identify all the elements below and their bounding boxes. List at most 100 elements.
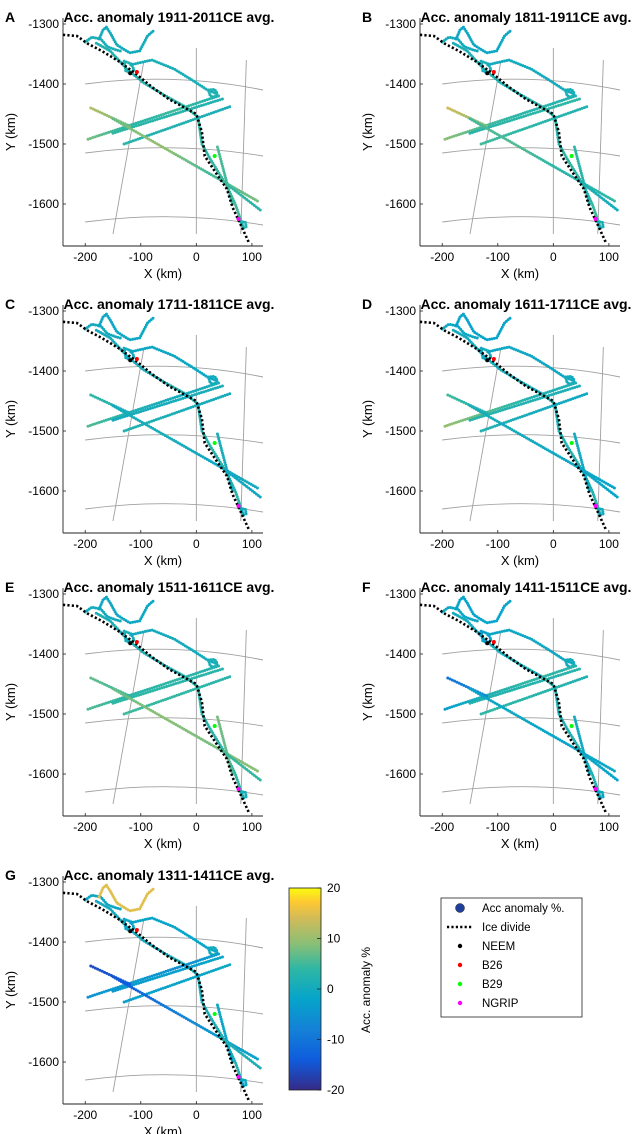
- anomaly-point: [95, 704, 99, 708]
- anomaly-point: [153, 118, 157, 122]
- x-tick-label: 100: [242, 537, 262, 551]
- anomaly-point: [573, 109, 577, 113]
- anomaly-point: [86, 424, 90, 428]
- anomaly-point: [576, 157, 580, 161]
- anomaly-point: [145, 629, 149, 633]
- anomaly-point: [223, 106, 227, 110]
- anomaly-point: [134, 694, 138, 698]
- anomaly-point: [123, 66, 127, 70]
- anomaly-point: [505, 58, 509, 62]
- station-b29: [569, 441, 574, 445]
- anomaly-point: [136, 691, 140, 695]
- anomaly-point: [187, 674, 191, 678]
- anomaly-point: [175, 410, 179, 414]
- anomaly-point: [193, 106, 196, 110]
- anomaly-point: [186, 406, 190, 410]
- anomaly-point: [209, 398, 213, 402]
- anomaly-point: [217, 437, 221, 441]
- anomaly-point: [523, 65, 527, 69]
- anomaly-point: [127, 427, 131, 431]
- anomaly-point: [562, 385, 566, 389]
- anomaly-point: [150, 628, 154, 632]
- anomaly-point: [124, 630, 128, 634]
- anomaly-point: [220, 97, 224, 101]
- anomaly-point: [220, 449, 224, 453]
- anomaly-point: [210, 660, 214, 664]
- anomaly-point: [220, 384, 224, 388]
- anomaly-point: [446, 106, 450, 110]
- y-axis-label: Y (km): [3, 683, 18, 721]
- station-b29: [569, 154, 574, 158]
- anomaly-point: [567, 377, 571, 381]
- anomaly-point: [446, 323, 450, 327]
- anomaly-point: [124, 141, 128, 145]
- anomaly-point: [479, 142, 483, 146]
- graticule-lon-line: [112, 632, 144, 805]
- anomaly-point: [171, 679, 175, 683]
- anomaly-point: [577, 449, 581, 453]
- anomaly-point: [548, 389, 552, 393]
- anomaly-point: [197, 121, 201, 125]
- anomaly-point: [177, 410, 181, 414]
- anomaly-point: [448, 394, 452, 398]
- anomaly-point: [228, 963, 232, 967]
- anomaly-point: [601, 225, 605, 229]
- anomaly-point: [169, 683, 173, 687]
- x-tick-label: 100: [599, 537, 619, 551]
- x-axis-label: X (km): [144, 553, 182, 568]
- anomaly-point: [164, 681, 168, 685]
- anomaly-point: [217, 152, 221, 156]
- anomaly-point: [168, 397, 172, 401]
- anomaly-point: [88, 136, 92, 140]
- anomaly-point: [480, 66, 484, 70]
- anomaly-point: [570, 386, 574, 390]
- anomaly-point: [511, 131, 515, 135]
- anomaly-point: [160, 686, 164, 690]
- anomaly-point: [131, 50, 135, 54]
- anomaly-point: [118, 49, 122, 53]
- anomaly-point: [486, 427, 490, 431]
- anomaly-point: [464, 45, 468, 49]
- anomaly-point: [89, 323, 93, 327]
- anomaly-point: [500, 405, 504, 409]
- anomaly-point: [228, 675, 232, 679]
- anomaly-point: [223, 174, 227, 177]
- anomaly-point: [174, 112, 178, 116]
- anomaly-point: [164, 351, 168, 355]
- anomaly-point: [198, 670, 202, 674]
- anomaly-point: [211, 100, 215, 104]
- anomaly-point: [534, 410, 538, 414]
- anomaly-point: [205, 668, 209, 672]
- anomaly-point: [454, 420, 458, 424]
- x-axis-label: X (km): [144, 836, 182, 851]
- anomaly-point: [244, 512, 248, 516]
- x-tick-label: -100: [486, 250, 510, 264]
- anomaly-point: [529, 112, 533, 116]
- anomaly-point: [563, 101, 567, 105]
- anomaly-point: [512, 404, 516, 408]
- anomaly-point: [159, 113, 163, 117]
- anomaly-point: [564, 90, 568, 94]
- anomaly-point: [519, 399, 523, 403]
- anomaly-point: [159, 62, 163, 66]
- anomaly-point: [517, 403, 521, 407]
- anomaly-point: [169, 400, 173, 404]
- anomaly-point: [146, 690, 150, 694]
- anomaly-point: [153, 688, 157, 692]
- anomaly-point: [122, 712, 126, 716]
- anomaly-point: [580, 393, 584, 397]
- anomaly-point: [464, 332, 468, 336]
- anomaly-point: [516, 349, 520, 353]
- anomaly-point: [173, 395, 177, 399]
- anomaly-point: [503, 117, 507, 121]
- anomaly-point: [491, 62, 495, 66]
- anomaly-point: [489, 409, 493, 413]
- anomaly-point: [86, 707, 90, 711]
- anomaly-point: [562, 400, 566, 404]
- anomaly-point: [212, 666, 216, 670]
- anomaly-point: [152, 346, 156, 350]
- anomaly-point: [459, 132, 463, 136]
- anomaly-point: [151, 29, 155, 33]
- anomaly-point: [114, 335, 118, 339]
- anomaly-point: [91, 605, 95, 609]
